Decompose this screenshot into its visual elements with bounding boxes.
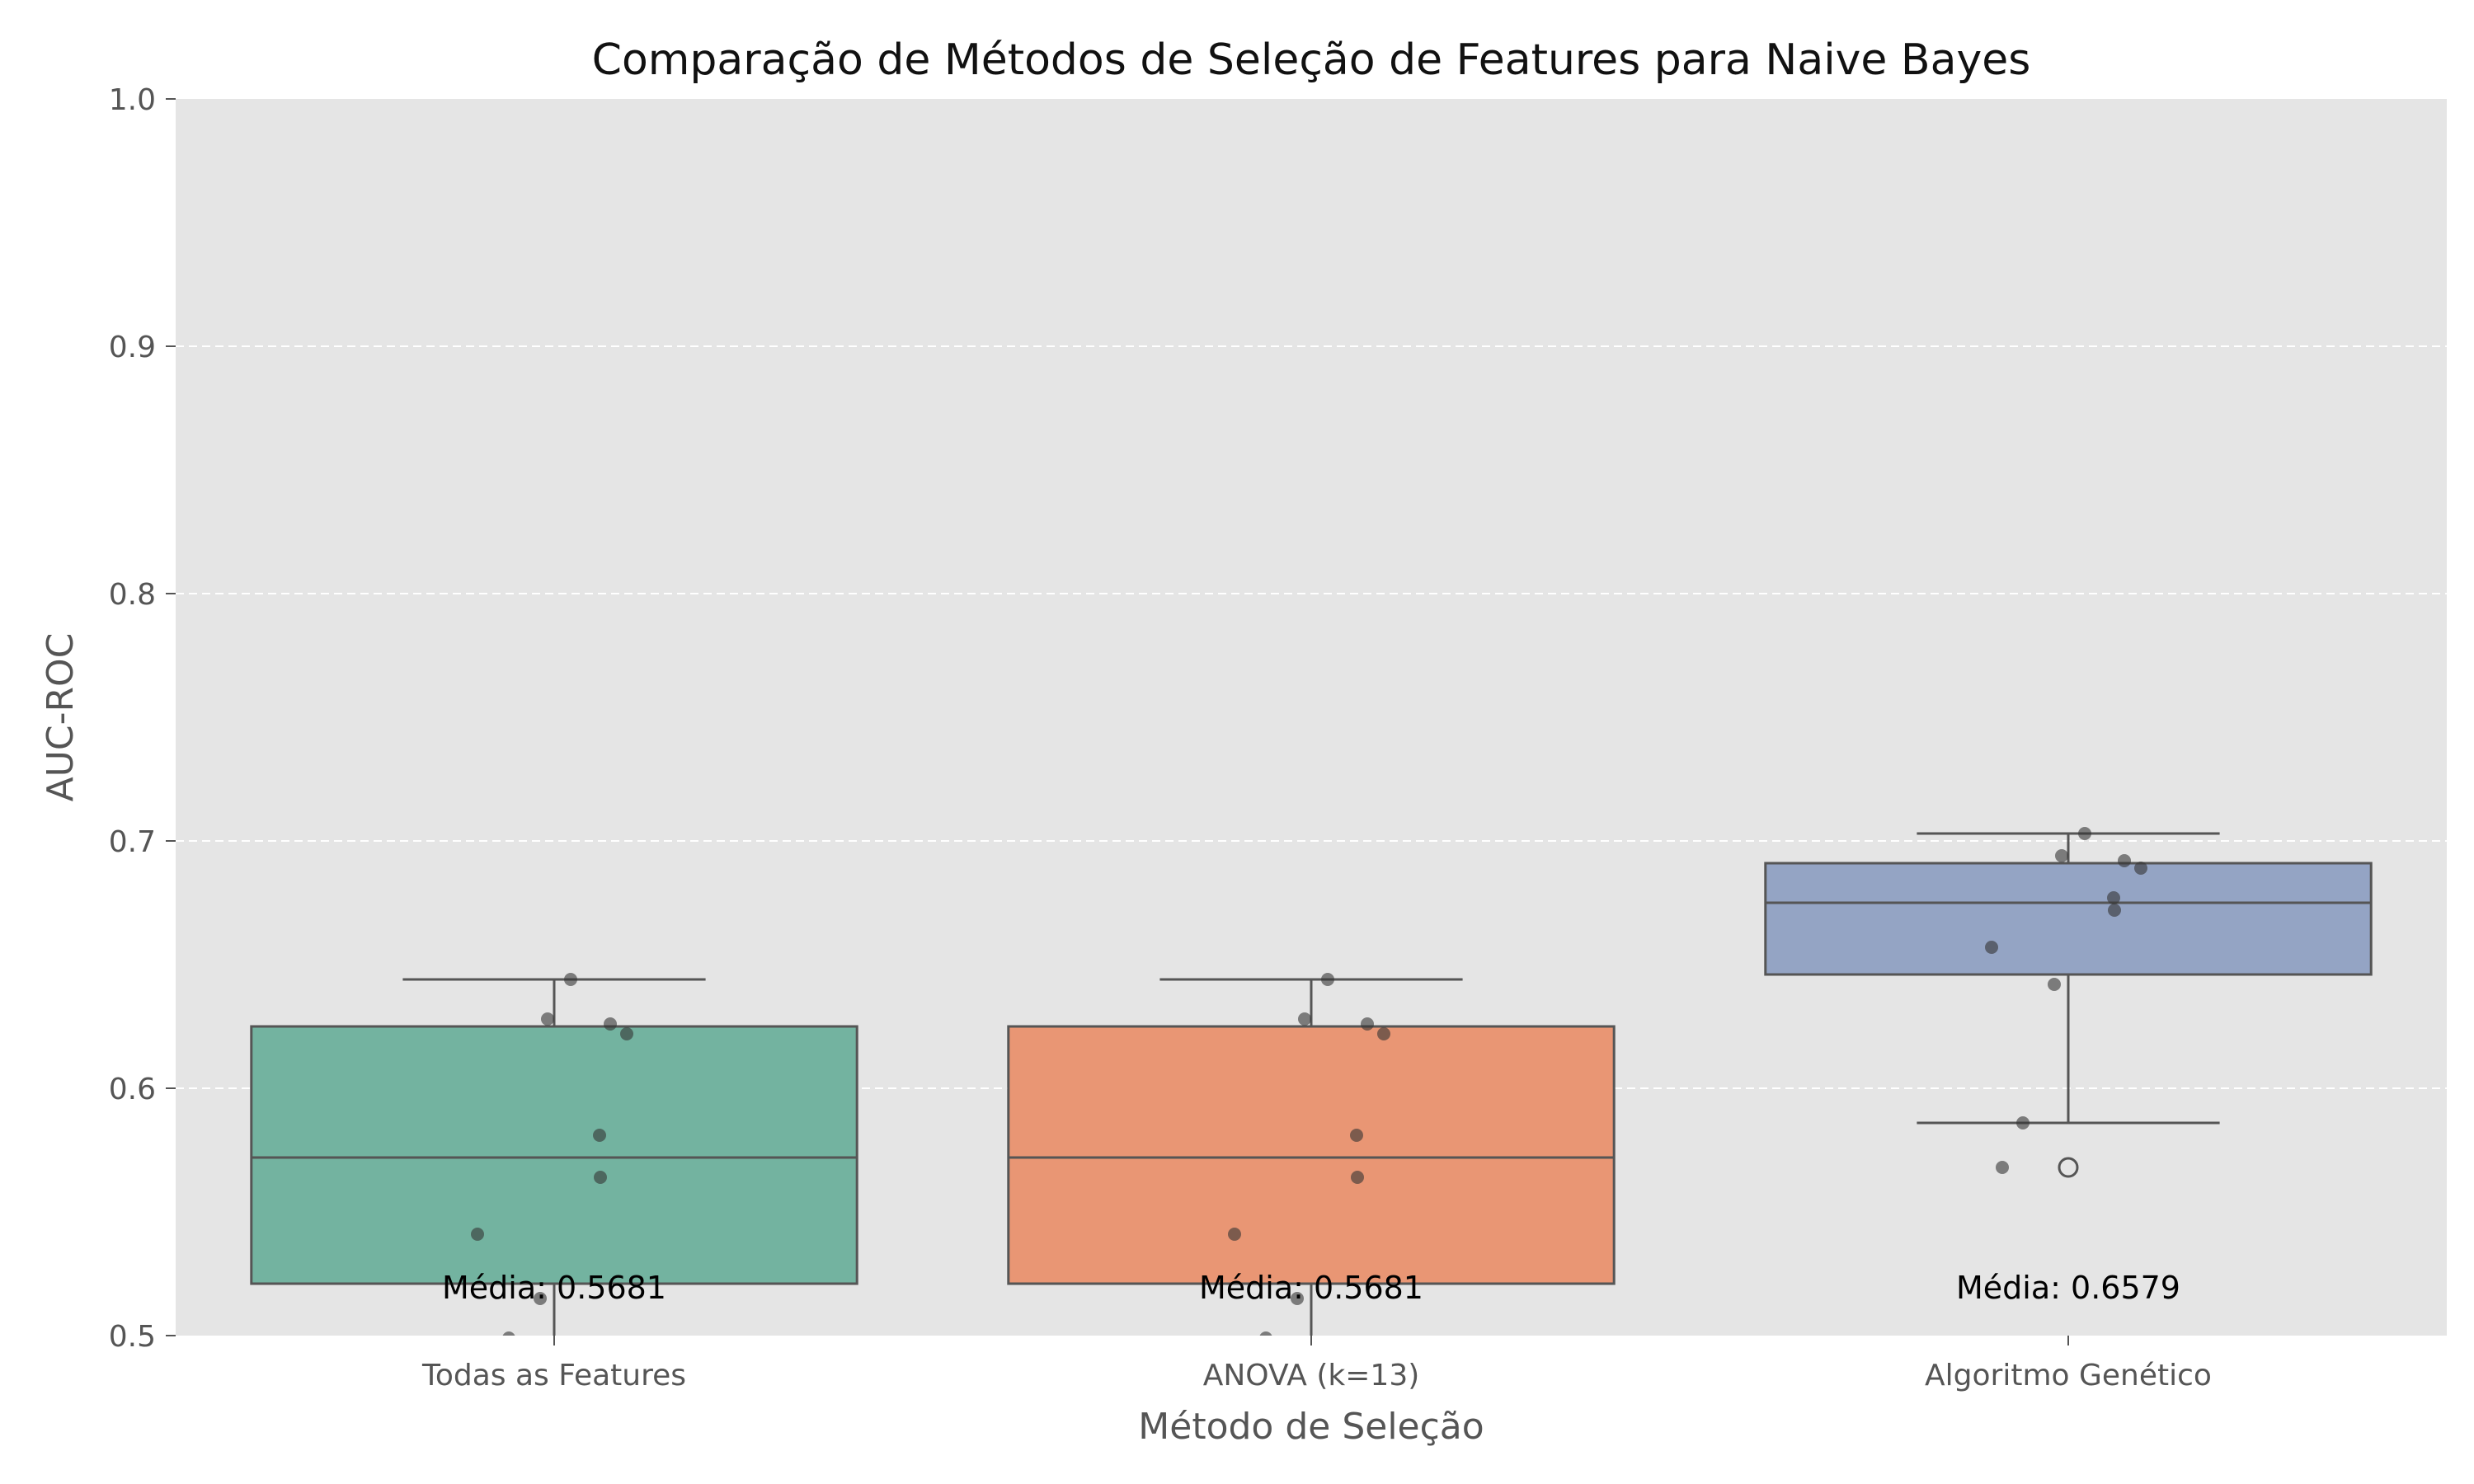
data-point (1985, 941, 1998, 954)
data-point (2055, 849, 2068, 862)
data-point (2108, 904, 2121, 917)
box-iqr (1007, 1025, 1616, 1285)
mean-label: Média: 0.6579 (1956, 1270, 2180, 1306)
data-point (471, 1228, 484, 1241)
strip-points (471, 827, 2147, 1336)
mean-label: Média: 0.5681 (442, 1270, 666, 1306)
data-point (1350, 1129, 1363, 1142)
data-point (1377, 1027, 1390, 1040)
y-tick-label: 0.8 (109, 578, 156, 612)
y-tick-label: 0.9 (109, 331, 156, 364)
data-point (1321, 973, 1334, 986)
data-point (2107, 891, 2120, 904)
data-point (1259, 1331, 1272, 1336)
box-iqr (250, 1025, 858, 1285)
data-point (2016, 1116, 2030, 1129)
data-point (1996, 1161, 2009, 1174)
box-1 (250, 978, 858, 1336)
y-axis: 0.5 0.6 0.7 0.8 0.9 1.0 (109, 83, 176, 1354)
data-point (564, 973, 577, 986)
data-point (534, 1292, 547, 1305)
y-tick-label: 0.7 (109, 825, 156, 859)
data-point (604, 1017, 617, 1031)
x-tick-label: Todas as Features (421, 1359, 686, 1392)
data-point (502, 1331, 515, 1336)
data-point (594, 1171, 607, 1184)
data-point (1361, 1017, 1374, 1031)
x-tick-label: ANOVA (k=13) (1203, 1359, 1420, 1392)
mean-labels: Média: 0.5681 Média: 0.5681 Média: 0.6579 (442, 1270, 2180, 1306)
y-tick-label: 1.0 (109, 83, 156, 117)
outlier-marker (2058, 1157, 2079, 1178)
y-tick-label: 0.6 (109, 1073, 156, 1106)
x-axis: Todas as Features ANOVA (k=13) Algoritmo G… (421, 1336, 2212, 1392)
chart-title: Comparação de Métodos de Seleção de Feat… (592, 35, 2031, 85)
data-point (620, 1027, 633, 1040)
data-point (1351, 1171, 1364, 1184)
x-tick-label: Algoritmo Genético (1925, 1359, 2212, 1392)
mean-label: Média: 0.5681 (1199, 1270, 1423, 1306)
data-point (593, 1129, 606, 1142)
data-point (541, 1012, 554, 1026)
data-point (1298, 1012, 1311, 1026)
y-tick-label: 0.5 (109, 1320, 156, 1354)
x-axis-label: Método de Seleção (1138, 1406, 1484, 1448)
box-2 (1007, 978, 1616, 1336)
data-point (1228, 1228, 1241, 1241)
box-3 (1764, 832, 2373, 1178)
boxes (250, 832, 2373, 1336)
box-iqr (1764, 862, 2373, 976)
data-point (2078, 827, 2091, 840)
y-axis-label: AUC-ROC (40, 633, 82, 802)
data-point (1291, 1292, 1304, 1305)
data-point (2048, 978, 2061, 991)
data-point (2118, 854, 2131, 867)
data-point (2134, 862, 2147, 875)
